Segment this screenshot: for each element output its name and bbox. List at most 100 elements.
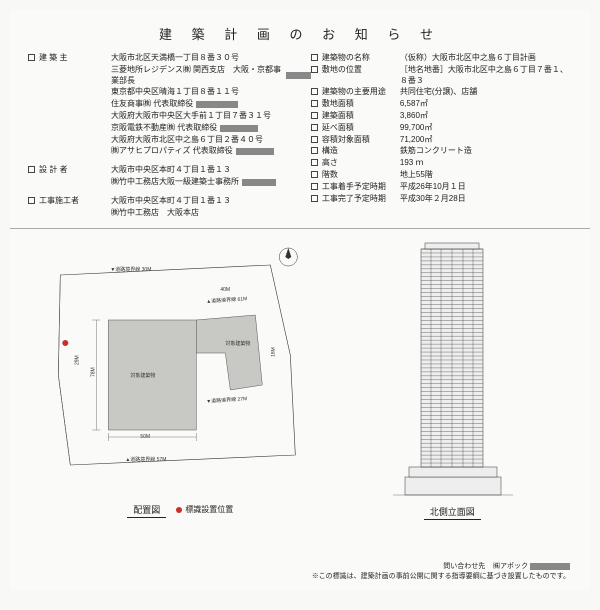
info-line: 京阪電鉄不動産㈱ 代表取締役 (111, 123, 311, 134)
legend: 標識設置位置 (176, 504, 233, 515)
checkbox-icon (311, 136, 318, 143)
section-divider (10, 228, 590, 229)
owner-label: 建 築 主 (39, 53, 111, 158)
checkbox-icon (311, 159, 318, 166)
spec-value: （仮称）大阪市北区中之島６丁目計画 (400, 53, 572, 64)
checkbox-icon (311, 124, 318, 131)
spec-row: 構造鉄筋コンクリート造 (311, 146, 572, 157)
info-line: ㈱アサヒプロパティズ 代表取締役 (111, 146, 311, 157)
spec-value: 99,700㎡ (400, 123, 572, 134)
redacted-block (530, 563, 570, 570)
spec-label: 建築物の名称 (322, 53, 400, 64)
info-line: 大阪府大阪市中央区大手前１丁目７番３１号 (111, 111, 311, 122)
spec-row: 建築物の主要用途共同住宅(分譲)、店舗 (311, 87, 572, 98)
info-line: 大阪市北区天満橋一丁目８番３０号 (111, 53, 311, 64)
contact-label: 問い合わせ先 (443, 563, 485, 570)
spec-value: 平成30年２月28日 (400, 194, 572, 205)
spec-label: 建築物の主要用途 (322, 87, 400, 98)
svg-text:▲道路境界線 61M: ▲道路境界線 61M (206, 296, 247, 306)
checkbox-icon (311, 54, 318, 61)
spec-row: 建築面積3,860㎡ (311, 111, 572, 122)
svg-text:▲道路境界線 57M: ▲道路境界線 57M (125, 456, 166, 463)
footer: 問い合わせ先 ㈱アポック ※この標識は、建築計画の事前公開に関する指導要綱に基づ… (312, 562, 570, 582)
spec-row: 工事完了予定時期平成30年２月28日 (311, 194, 572, 205)
site-plan-caption: 配置図 (127, 503, 166, 518)
svg-text:▼道路境界線 30M: ▼道路境界線 30M (110, 266, 151, 273)
spec-row: 容積対象面積71,200㎡ (311, 135, 572, 146)
info-line: 大阪市中央区本町４丁目１番１３ (111, 165, 311, 176)
checkbox-icon (311, 66, 318, 73)
left-column: 建 築 主 大阪市北区天満橋一丁目８番３０号三菱地所レジデンス㈱ 関西支店 大阪… (28, 53, 311, 220)
checkbox-icon (311, 88, 318, 95)
contractor-label: 工事施工者 (39, 196, 111, 220)
spec-value: 鉄筋コンクリート造 (400, 146, 572, 157)
spec-label: 構造 (322, 146, 400, 157)
site-plan-drawing: 対象建築物 対象建築物 ▼道路境界線 30M ▲道路境界線 57M ▲道路境界線… (28, 235, 333, 495)
info-line: 東京都中央区晴海１丁目８番１１号 (111, 87, 311, 98)
notice-title: 建 築 計 画 の お 知 ら せ (10, 10, 590, 53)
designer-label: 設 計 者 (39, 165, 111, 189)
svg-text:78M: 78M (90, 368, 96, 378)
contact-value: ㈱アポック (493, 563, 528, 570)
right-column: 建築物の名称（仮称）大阪市北区中之島６丁目計画敷地の位置［地名地番］大阪市北区中… (311, 53, 572, 220)
owner-field: 建 築 主 大阪市北区天満橋一丁目８番３０号三菱地所レジデンス㈱ 関西支店 大阪… (28, 53, 311, 158)
info-line: 住友商事㈱ 代表取締役 (111, 99, 311, 110)
checkbox-icon (28, 54, 35, 61)
contractor-field: 工事施工者 大阪市中央区本町４丁目１番１３㈱竹中工務店 大阪本店 (28, 196, 311, 220)
redacted-block (286, 72, 311, 79)
spec-value: ［地名地番］大阪市北区中之島６丁目７番１、８番３ (400, 65, 572, 87)
spec-label: 容積対象面積 (322, 135, 400, 146)
spec-label: 延べ面積 (322, 123, 400, 134)
spec-label: 建築面積 (322, 111, 400, 122)
svg-text:18M: 18M (270, 347, 276, 357)
spec-row: 延べ面積99,700㎡ (311, 123, 572, 134)
spec-value: 193 ｍ (400, 158, 572, 169)
checkbox-icon (28, 197, 35, 204)
designer-field: 設 計 者 大阪市中央区本町４丁目１番１３㈱竹中工務店大阪一級建築士事務所 (28, 165, 311, 189)
redacted-block (236, 148, 274, 155)
svg-text:対象建築物: 対象建築物 (130, 372, 155, 379)
spec-label: 敷地面積 (322, 99, 400, 110)
footer-note: ※この標識は、建築計画の事前公開に関する指導要綱に基づき設置したものです。 (312, 572, 570, 582)
checkbox-icon (28, 166, 35, 173)
spec-label: 敷地の位置 (322, 65, 400, 87)
svg-text:40M: 40M (220, 287, 230, 293)
info-line: ㈱竹中工務店大阪一級建築士事務所 (111, 177, 311, 188)
spec-value: 地上55階 (400, 170, 572, 181)
elevation-panel: 北側立面図 (333, 235, 572, 541)
svg-text:▼道路境界線 27M: ▼道路境界線 27M (206, 396, 247, 406)
elevation-caption: 北側立面図 (424, 505, 481, 520)
redacted-block (196, 101, 238, 108)
info-section: 建 築 主 大阪市北区天満橋一丁目８番３０号三菱地所レジデンス㈱ 関西支店 大阪… (10, 53, 590, 220)
spec-row: 建築物の名称（仮称）大阪市北区中之島６丁目計画 (311, 53, 572, 64)
spec-value: 71,200㎡ (400, 135, 572, 146)
checkbox-icon (311, 195, 318, 202)
spec-label: 階数 (322, 170, 400, 181)
spec-row: 敷地面積6,587㎡ (311, 99, 572, 110)
checkbox-icon (311, 171, 318, 178)
spec-value: 6,587㎡ (400, 99, 572, 110)
checkbox-icon (311, 147, 318, 154)
elevation-drawing (387, 235, 517, 503)
spec-row: 階数地上55階 (311, 170, 572, 181)
spec-row: 高さ193 ｍ (311, 158, 572, 169)
info-line: 三菱地所レジデンス㈱ 関西支店 大阪・京都事業部長 (111, 65, 311, 87)
spec-label: 工事着手予定時期 (322, 182, 400, 193)
spec-value: 共同住宅(分譲)、店舗 (400, 87, 572, 98)
svg-text:対象建築物: 対象建築物 (225, 340, 250, 347)
redacted-block (220, 125, 258, 132)
spec-row: 敷地の位置［地名地番］大阪市北区中之島６丁目７番１、８番３ (311, 65, 572, 87)
checkbox-icon (311, 183, 318, 190)
marker-dot-icon (176, 507, 182, 513)
info-line: 大阪府大阪市北区中之島６丁目２番４０号 (111, 135, 311, 146)
checkbox-icon (311, 100, 318, 107)
info-line: ㈱竹中工務店 大阪本店 (111, 208, 311, 219)
spec-label: 高さ (322, 158, 400, 169)
spec-value: 平成26年10月１日 (400, 182, 572, 193)
redacted-block (242, 179, 276, 186)
site-plan-panel: 対象建築物 対象建築物 ▼道路境界線 30M ▲道路境界線 57M ▲道路境界線… (28, 235, 333, 541)
spec-row: 工事着手予定時期平成26年10月１日 (311, 182, 572, 193)
svg-text:29M: 29M (74, 356, 80, 366)
info-line: 大阪市中央区本町４丁目１番１３ (111, 196, 311, 207)
checkbox-icon (311, 112, 318, 119)
